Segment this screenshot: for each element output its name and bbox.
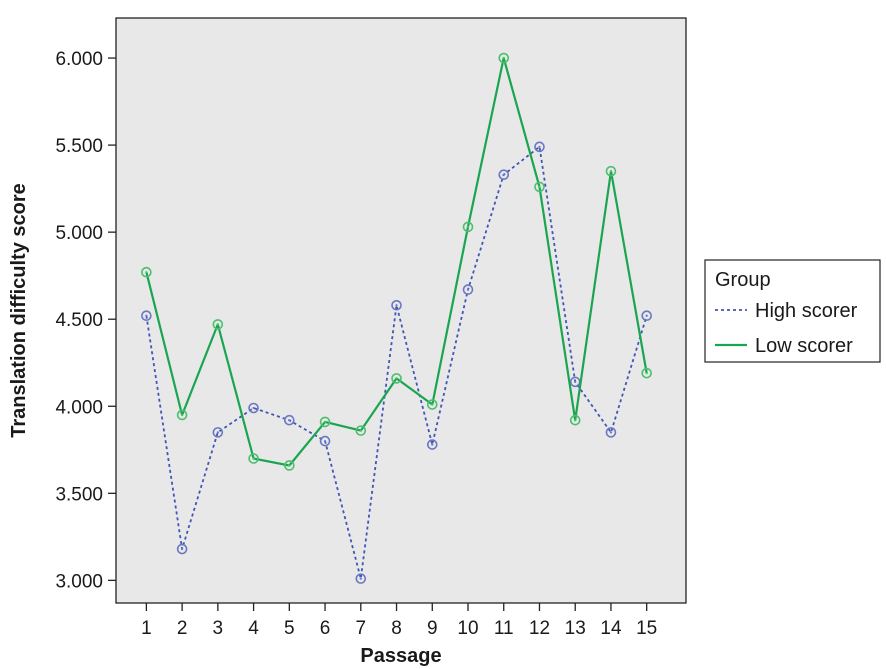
data-point-center-low-scorer (252, 457, 255, 460)
legend-label-high-scorer: High scorer (755, 300, 858, 322)
x-tick-label: 6 (320, 618, 331, 639)
data-point-center-high-scorer (645, 314, 648, 317)
y-axis: 3.000 3.500 4.000 4.500 5.000 5.500 6.000 (55, 49, 116, 592)
data-point-center-low-scorer (645, 372, 648, 375)
data-point-high-scorer (391, 299, 402, 311)
data-point-high-scorer (248, 402, 259, 414)
data-point-low-scorer (605, 165, 617, 177)
legend: Group High scorer Low scorer (704, 259, 881, 363)
x-tick-label: 10 (457, 618, 478, 639)
data-point-high-scorer (498, 169, 510, 180)
data-point-center-low-scorer (145, 271, 148, 274)
y-tick-label: 4.500 (55, 310, 103, 331)
data-point-center-high-scorer (359, 577, 362, 580)
data-point-center-high-scorer (181, 547, 184, 551)
data-point-low-scorer (534, 181, 545, 193)
y-tick-label: 5.000 (55, 223, 103, 244)
data-point-center-high-scorer (145, 314, 148, 317)
data-point-low-scorer (569, 414, 581, 426)
data-point-high-scorer (284, 414, 295, 426)
data-point-center-high-scorer (574, 380, 577, 383)
data-point-center-low-scorer (288, 464, 291, 467)
data-point-low-scorer (212, 319, 224, 330)
data-point-high-scorer (462, 284, 474, 295)
data-point-low-scorer (319, 416, 331, 428)
x-tick-label: 13 (565, 618, 586, 639)
data-point-center-high-scorer (466, 288, 470, 291)
data-point-center-low-scorer (359, 429, 362, 432)
data-point-high-scorer (605, 427, 617, 438)
y-tick-label: 5.500 (55, 136, 103, 157)
x-tick-label: 4 (248, 618, 259, 639)
data-point-high-scorer (319, 435, 331, 447)
data-point-center-low-scorer (502, 56, 505, 60)
data-point-low-scorer (462, 221, 474, 233)
data-point-center-low-scorer (431, 403, 434, 406)
x-tick-label: 2 (177, 618, 188, 639)
data-point-center-low-scorer (609, 170, 613, 173)
data-point-high-scorer (355, 573, 367, 584)
data-point-center-low-scorer (538, 185, 541, 188)
data-point-low-scorer (498, 52, 510, 64)
data-point-center-high-scorer (288, 419, 291, 422)
x-tick-label: 15 (636, 618, 657, 639)
data-point-center-high-scorer (395, 304, 398, 307)
data-point-center-high-scorer (538, 145, 541, 148)
x-tick-label: 7 (356, 618, 367, 639)
y-tick-label: 3.500 (55, 484, 103, 505)
data-point-center-low-scorer (323, 420, 327, 424)
x-tick-label: 3 (213, 618, 224, 639)
data-point-high-scorer (426, 439, 438, 450)
data-point-center-low-scorer (574, 419, 577, 422)
data-point-low-scorer (284, 460, 295, 471)
data-point-center-low-scorer (216, 323, 219, 326)
legend-title: Group (715, 269, 771, 291)
data-point-low-scorer (248, 453, 259, 464)
data-point-center-high-scorer (323, 439, 327, 443)
data-point-center-high-scorer (502, 173, 505, 176)
x-tick-label: 12 (529, 618, 550, 639)
data-point-low-scorer (641, 367, 652, 379)
x-tick-label: 1 (141, 618, 152, 639)
x-tick-label: 9 (427, 618, 438, 639)
x-axis: 1 2 3 4 5 6 7 8 9 10 11 12 13 14 15 (141, 603, 657, 639)
y-tick-label: 4.000 (55, 397, 103, 418)
data-point-low-scorer (426, 399, 438, 410)
data-point-high-scorer (534, 141, 545, 153)
x-tick-label: 14 (600, 618, 622, 639)
x-tick-label: 11 (494, 618, 514, 639)
data-point-high-scorer (176, 543, 188, 555)
data-point-low-scorer (355, 425, 367, 436)
data-point-center-high-scorer (252, 406, 255, 410)
series-line-high-scorer (145, 145, 648, 580)
data-point-high-scorer (212, 427, 224, 438)
data-point-center-high-scorer (216, 431, 219, 434)
data-point-high-scorer (641, 310, 652, 322)
data-point-low-scorer (176, 409, 188, 421)
data-point-low-scorer (141, 266, 152, 278)
legend-label-low-scorer: Low scorer (755, 335, 853, 357)
x-tick-label: 5 (284, 618, 295, 639)
data-point-center-high-scorer (431, 443, 434, 446)
y-axis-title: Translation difficulty score (8, 183, 30, 438)
data-point-center-low-scorer (181, 413, 184, 417)
data-point-low-scorer (391, 373, 402, 384)
data-point-center-low-scorer (466, 225, 470, 229)
x-tick-label: 8 (391, 618, 402, 639)
plot-area (115, 17, 687, 604)
x-axis-title: Passage (360, 645, 441, 667)
data-point-center-low-scorer (395, 377, 398, 380)
data-point-center-high-scorer (609, 431, 613, 434)
series-layer (141, 52, 652, 584)
y-tick-label: 3.000 (55, 571, 103, 592)
data-point-high-scorer (141, 310, 152, 322)
y-tick-label: 6.000 (55, 49, 103, 70)
